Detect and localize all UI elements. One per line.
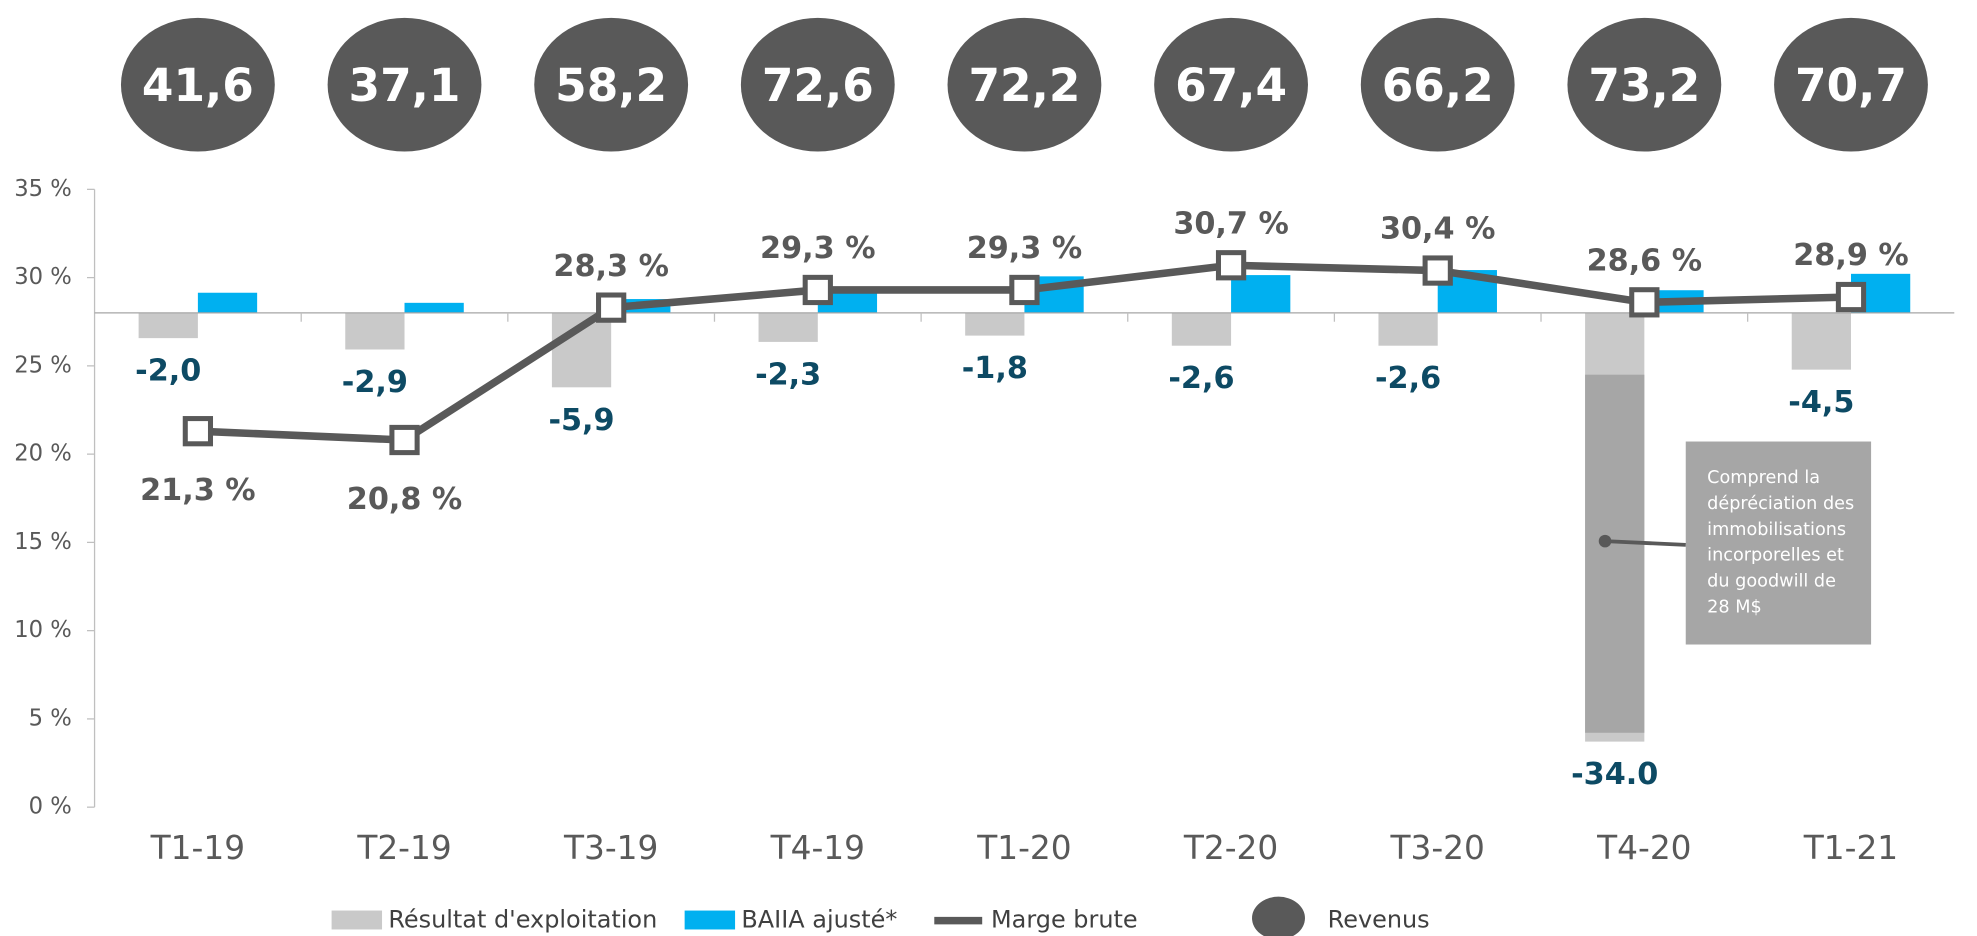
bar-value-label: -2,0	[135, 354, 201, 389]
bar	[404, 302, 464, 313]
legend-label: Marge brute	[991, 906, 1138, 934]
x-tick-label: T4-19	[770, 829, 865, 867]
line-marker	[802, 274, 833, 306]
legend-swatch	[684, 910, 736, 930]
x-tick-label: T1-19	[150, 829, 245, 867]
y-tick-label: 0 %	[29, 794, 72, 820]
line-value-label: 29,3 %	[967, 231, 1082, 266]
bar	[1171, 312, 1232, 346]
line-marker	[1422, 255, 1453, 286]
revenue-label: 72,6	[762, 59, 874, 112]
line-marker	[182, 416, 214, 447]
legend-swatch	[1252, 896, 1305, 936]
annotation-text: du goodwill de	[1707, 571, 1836, 591]
bar-value-label: -2,9	[342, 365, 408, 400]
line-marker	[1835, 281, 1867, 313]
bar-value-label: -34.0	[1571, 757, 1658, 792]
annotation-text: 28 M$	[1707, 597, 1762, 617]
legend-swatch	[331, 910, 383, 930]
y-tick-label: 20 %	[14, 441, 72, 467]
x-tick-label: T2-19	[356, 829, 451, 867]
revenue-label: 70,7	[1795, 59, 1907, 112]
bar-value-label: -2,3	[755, 357, 821, 392]
line-marker	[596, 292, 627, 323]
bar-value-label: -1,8	[962, 351, 1028, 386]
annotation-text: immobilisations	[1707, 520, 1846, 540]
revenue-bubble	[1567, 17, 1722, 152]
line-value-label: 30,7 %	[1173, 206, 1288, 241]
legend-label: Revenus	[1328, 906, 1430, 934]
y-tick-label: 25 %	[14, 352, 72, 378]
y-tick-label: 35 %	[14, 176, 72, 202]
x-tick-label: T1-20	[976, 829, 1071, 867]
bar	[1378, 312, 1438, 346]
x-tick-label: T1-21	[1803, 829, 1898, 867]
x-tick-label: T3-20	[1390, 829, 1485, 867]
annotation-box	[1685, 441, 1872, 645]
line-value-label: 29,3 %	[760, 231, 875, 266]
annotation-text: dépréciation des	[1707, 494, 1854, 514]
line-marker	[1009, 274, 1040, 306]
line-value-label: 28,9 %	[1793, 238, 1908, 273]
legend-label: Résultat d'exploitation	[388, 906, 657, 934]
bar	[138, 312, 198, 339]
revenue-label: 72,2	[968, 59, 1080, 112]
bar-value-label: -2,6	[1375, 361, 1441, 396]
bar	[197, 292, 258, 313]
annotation-dot	[1598, 534, 1612, 548]
line-marker	[1215, 250, 1247, 281]
bar	[1791, 312, 1851, 370]
revenue-label: 66,2	[1382, 59, 1494, 112]
revenue-bubble	[1360, 17, 1515, 152]
bar	[1231, 275, 1291, 313]
revenue-bubble	[534, 17, 689, 152]
revenue-bubble	[740, 17, 895, 152]
y-tick-label: 15 %	[14, 529, 72, 555]
y-tick-label: 5 %	[29, 705, 72, 731]
x-tick-label: T2-20	[1183, 829, 1278, 867]
line-value-label: 30,4 %	[1380, 212, 1495, 247]
x-tick-label: T4-20	[1596, 829, 1691, 867]
revenue-label: 67,4	[1175, 59, 1287, 112]
bar-value-label: -5,9	[548, 403, 614, 438]
line-value-label: 21,3 %	[140, 473, 255, 508]
annotation-connector	[1604, 539, 1686, 547]
bar-value-label: -2,6	[1168, 361, 1234, 396]
y-tick-label: 30 %	[14, 264, 72, 290]
bar	[345, 312, 405, 350]
revenue-bubble	[1154, 17, 1308, 152]
bar-value-label: -4,5	[1788, 385, 1854, 420]
bar	[965, 312, 1025, 336]
legend-label: BAIIA ajusté*	[741, 906, 897, 934]
revenue-label: 41,6	[142, 59, 254, 112]
revenue-bubble	[120, 17, 275, 152]
revenue-label: 37,1	[349, 59, 461, 112]
revenue-bubble	[327, 17, 482, 152]
line-value-label: 28,6 %	[1587, 243, 1702, 278]
revenue-label: 73,2	[1588, 59, 1700, 112]
annotation-text: incorporelles et	[1707, 546, 1844, 566]
highlight-segment	[1585, 374, 1645, 733]
x-tick-label: T3-19	[563, 829, 658, 867]
bar	[758, 312, 818, 342]
revenue-bubble	[1774, 17, 1928, 152]
annotation-text: Comprend la	[1707, 468, 1820, 488]
revenue-label: 58,2	[555, 59, 667, 112]
revenue-bubble	[947, 17, 1102, 152]
line-marker	[1629, 287, 1660, 318]
line-value-label: 28,3 %	[553, 249, 668, 284]
line-marker	[389, 424, 420, 456]
line-value-label: 20,8 %	[347, 482, 462, 517]
y-tick-label: 10 %	[14, 617, 72, 643]
